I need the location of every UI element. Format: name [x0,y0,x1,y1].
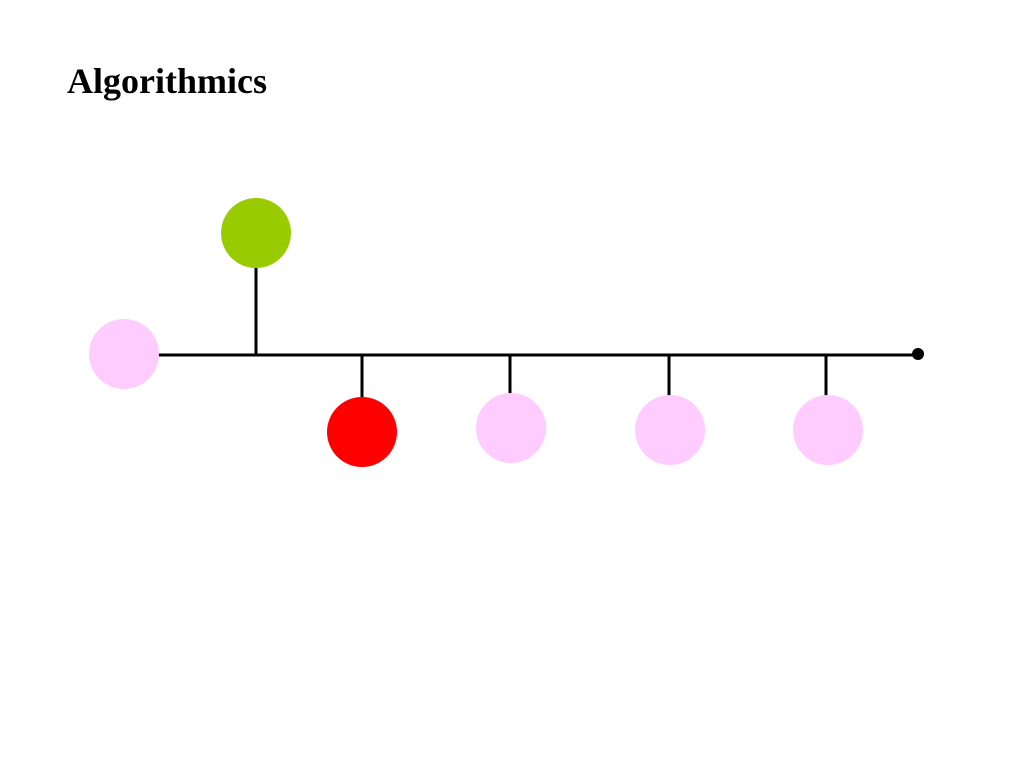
node-pink [635,395,705,465]
node-pink [476,393,546,463]
node-red [327,397,397,467]
slide-title: Algorithmics [67,61,267,101]
line-end-dot [912,348,924,360]
diagram [89,198,924,467]
node-green [221,198,291,268]
node-pink [89,319,159,389]
node-pink [793,395,863,465]
